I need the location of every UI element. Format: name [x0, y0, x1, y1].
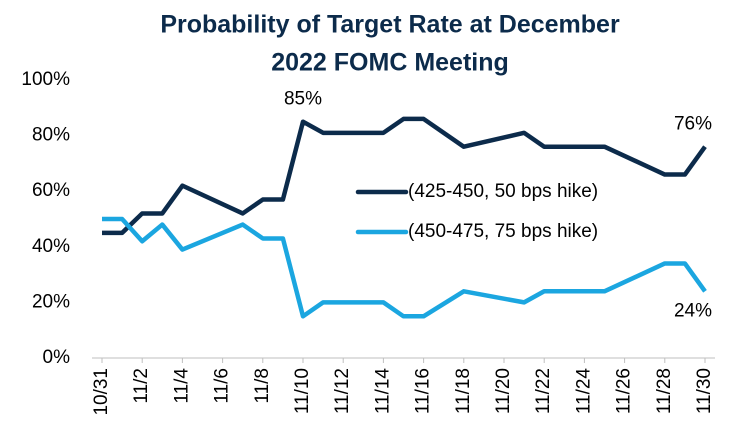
x-tick-label: 11/2 [131, 368, 152, 404]
x-tick-label: 11/16 [413, 368, 434, 414]
x-tick-label: 11/26 [614, 368, 635, 414]
y-tick-label: 80% [32, 125, 70, 146]
y-tick-label: 100% [21, 69, 70, 90]
x-tick-label: 11/18 [453, 368, 474, 414]
y-tick-label: 0% [43, 347, 71, 368]
annotation: 76% [674, 114, 712, 135]
annotation: 24% [674, 300, 712, 321]
series-line [102, 116, 707, 236]
x-tick-label: 11/24 [573, 368, 594, 415]
x-tick-label: 11/12 [332, 368, 353, 414]
y-tick-label: 60% [32, 180, 70, 201]
series-line [102, 216, 707, 319]
x-tick-label: 11/10 [292, 368, 313, 414]
x-tick-label: 11/6 [212, 368, 233, 404]
chart-title: 2022 FOMC Meeting [271, 49, 509, 77]
x-tick-label: 11/4 [171, 368, 192, 404]
x-tick-label: 11/8 [252, 368, 273, 404]
chart-title: Probability of Target Rate at December [160, 11, 620, 39]
x-tick-label: 11/30 [694, 368, 715, 414]
y-tick-label: 40% [32, 236, 70, 257]
x-tick-label: 11/28 [654, 368, 675, 414]
x-tick-label: 11/20 [493, 368, 514, 414]
x-tick-label: 11/22 [533, 368, 554, 414]
x-tick-label: 11/14 [372, 368, 393, 415]
legend-label: (450-475, 75 bps hike) [408, 221, 598, 242]
annotation: 85% [284, 89, 322, 110]
legend-label: (425-450, 50 bps hike) [408, 181, 598, 202]
x-tick-label: 10/31 [91, 368, 112, 416]
y-tick-label: 20% [32, 291, 70, 312]
